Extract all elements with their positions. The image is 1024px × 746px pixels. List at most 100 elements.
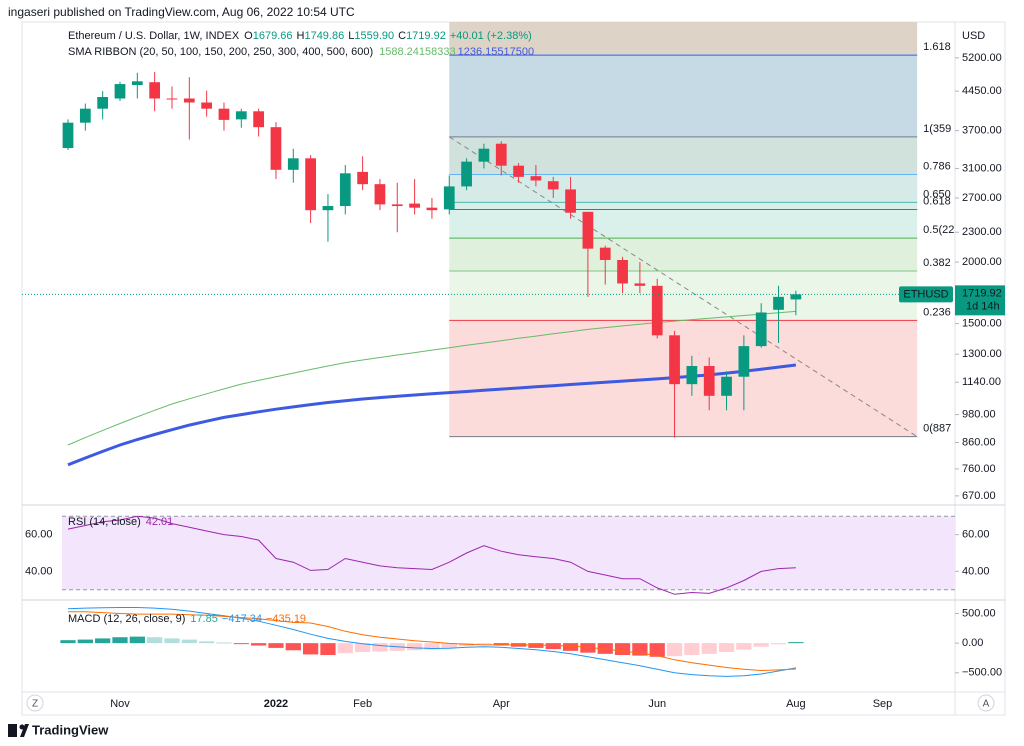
candle-body [305, 158, 316, 211]
candle-body [79, 108, 91, 123]
legend-item: 1719.92 [406, 30, 446, 42]
fib-label: 0(887 [923, 423, 951, 435]
x-tick-label: Aug [786, 698, 806, 710]
candle-body [357, 171, 368, 185]
candle-body [513, 165, 524, 177]
legend-item: MACD (12, 26, close, 9) [68, 613, 185, 625]
y-tick-label: 3700.00 [962, 125, 1002, 137]
y-tick-label: 40.00 [962, 565, 990, 577]
legend-item: 1559.90 [354, 30, 394, 42]
macd-histogram-bar [545, 643, 561, 650]
symbol-tag-label: ETHUSD [903, 288, 948, 300]
legend: Ethereum / U.S. Dollar, 1W, INDEX O1679.6… [68, 30, 532, 42]
candle-body [617, 259, 628, 284]
fib-band [449, 136, 918, 175]
auto-button-label[interactable]: A [983, 699, 990, 710]
candle-body [374, 184, 386, 205]
macd-histogram-bar [216, 642, 232, 644]
candle-body [235, 111, 247, 120]
fib-band [449, 22, 918, 56]
macd-histogram-bar [476, 643, 492, 645]
candle-body [287, 158, 299, 170]
fib-band [449, 238, 918, 271]
y-tick-label: 60.00 [962, 529, 990, 541]
x-tick-label: Sep [873, 698, 893, 710]
fib-band [449, 320, 918, 437]
fib-label: 0.5(22 [923, 224, 954, 236]
macd-histogram-bar [718, 643, 735, 653]
candle-body [166, 98, 178, 100]
logo-mark [8, 724, 17, 737]
price-tag-label: 1719.92 [962, 287, 1002, 299]
macd-histogram-bar [424, 643, 440, 650]
legend: RSI (14, close) 42.01 [68, 516, 173, 528]
y-tick-label: 1140.00 [962, 376, 1001, 388]
macd-pane [60, 607, 804, 677]
published-note: ingaseri published on TradingView.com, A… [8, 5, 355, 19]
macd-histogram-bar [77, 639, 93, 644]
zoom-button[interactable] [26, 694, 44, 712]
legend-item: O [244, 30, 253, 42]
macd-histogram-bar [736, 643, 752, 650]
macd-histogram-bar [302, 643, 319, 655]
macd-histogram-bar [684, 643, 700, 656]
candle-body [183, 98, 195, 103]
candle-body [634, 283, 646, 286]
legend-item: 1588.24158333 [379, 46, 455, 58]
macd-histogram-bar [441, 643, 457, 648]
macd-histogram-bar [528, 643, 544, 648]
candle-body [565, 189, 576, 213]
legend-item: +40.01 (+2.38%) [450, 30, 532, 42]
y-tick-label: −500.00 [962, 667, 1002, 679]
macd-histogram-bar [493, 643, 509, 646]
fib-label: 1.618 [923, 41, 951, 53]
legend-item: L [348, 30, 354, 42]
macd-histogram-bar [770, 643, 787, 645]
legend-item: RSI (14, close) [68, 516, 141, 528]
candle-body [149, 82, 161, 99]
candle-body [790, 294, 802, 300]
candle-body [738, 346, 750, 377]
macd-histogram-bar [147, 637, 163, 644]
macd-histogram-bar [354, 643, 371, 653]
candle-body [62, 122, 74, 149]
macd-histogram-bar [649, 643, 665, 657]
y-tick-label: 1500.00 [962, 318, 1002, 330]
zoom-button-label[interactable]: Z [32, 699, 38, 710]
sma-line [67, 310, 796, 446]
fib-band [449, 202, 918, 210]
auto-button[interactable] [977, 694, 995, 712]
y-tick-label: 2000.00 [962, 256, 1002, 268]
legend-item: −417.34 [222, 613, 262, 625]
macd-histogram-bar [95, 638, 111, 644]
symbol-tag [899, 286, 953, 303]
candle-body [703, 366, 715, 396]
candle-body [755, 312, 767, 347]
macd-histogram-bar [597, 643, 613, 654]
x-tick-label: Feb [353, 698, 372, 710]
legend-item: SMA RIBBON (20, 50, 100, 150, 200, 250, … [68, 46, 373, 58]
macd-histogram-bar [753, 643, 769, 647]
y-tick-label: 670.00 [962, 490, 996, 502]
macd-histogram-bar [372, 643, 388, 652]
y-tick-label: 2300.00 [962, 226, 1002, 238]
trend-line [448, 136, 918, 438]
legend-item: 1236.15517500 [458, 46, 534, 58]
y-tick-label: 980.00 [962, 408, 996, 420]
y-tick-label: 0.00 [962, 637, 983, 649]
candle-body [547, 181, 559, 190]
macd-histogram-bar [580, 643, 596, 653]
candle-body [599, 247, 611, 260]
legend-item: H [297, 30, 305, 42]
fib-label: 0.618 [923, 195, 951, 207]
legend-item: −435.19 [266, 613, 306, 625]
y-tick-label: 860.00 [962, 436, 996, 448]
rsi-line [67, 515, 796, 595]
candle-body [201, 102, 213, 109]
candle-body [773, 296, 784, 310]
legend: MACD (12, 26, close, 9) 17.85 −417.34 −435.… [68, 613, 306, 625]
macd-histogram-bar [562, 643, 579, 651]
